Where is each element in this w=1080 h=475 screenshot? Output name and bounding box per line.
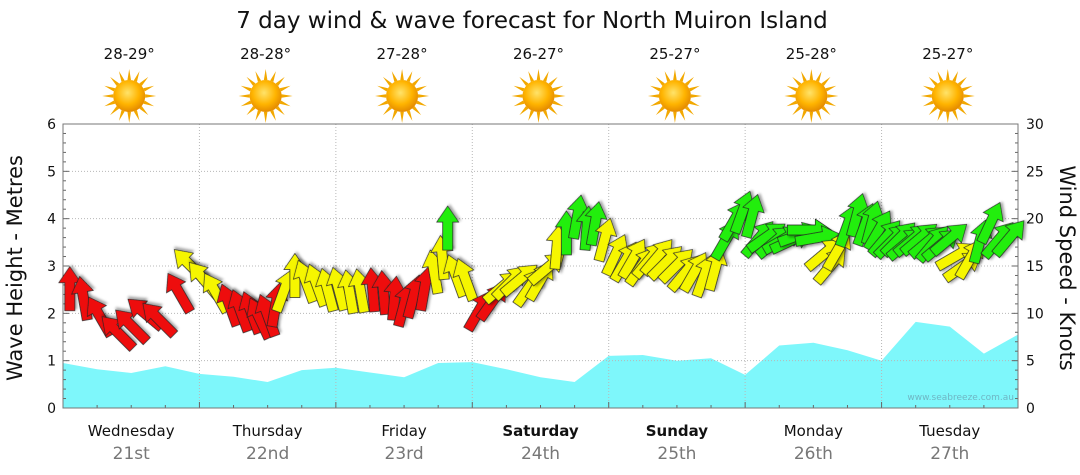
wind-arrow xyxy=(929,223,968,257)
wave-height-area xyxy=(63,321,1018,408)
right-axis-label: Wind Speed - Knots xyxy=(1055,165,1079,370)
wind-arrow xyxy=(991,220,1025,259)
temperature-label: 27-28° xyxy=(377,45,428,63)
day-label: Wednesday xyxy=(88,422,175,440)
right-tick-label: 5 xyxy=(1026,354,1035,370)
sun-icon xyxy=(375,69,430,123)
right-tick-label: 30 xyxy=(1026,117,1044,133)
wind-arrow xyxy=(741,193,765,239)
sun-icon xyxy=(647,69,702,123)
left-tick-label: 3 xyxy=(47,259,56,275)
wind-arrow xyxy=(115,309,151,346)
wind-arrow xyxy=(142,303,179,339)
temperature-label: 28-29° xyxy=(104,45,155,63)
day-label: Friday xyxy=(381,422,427,440)
temperature-label: 25-28° xyxy=(786,45,837,63)
wind-arrow xyxy=(976,202,1004,246)
day-label: Sunday xyxy=(646,422,709,440)
plot-area: 0 1 2 3 4 5 6 0 5 10 15 20 25 30 Wednesday 21st Thursday… xyxy=(47,117,1044,464)
sun-icon xyxy=(784,69,839,123)
temperature-label: 28-28° xyxy=(240,45,291,63)
daily-temperature-row: 28-29° 28-28° 27-28° 26-27° 25-27° 25-28° 25-2… xyxy=(102,45,975,123)
right-tick-label: 10 xyxy=(1026,306,1044,322)
temperature-label: 25-27° xyxy=(649,45,700,63)
left-axis-label: Wave Height - Metres xyxy=(3,155,27,381)
right-tick-label: 0 xyxy=(1026,401,1035,417)
left-tick-label: 5 xyxy=(47,164,56,180)
right-tick-label: 25 xyxy=(1026,164,1044,180)
wind-arrow xyxy=(436,205,460,251)
date-label: 25th xyxy=(657,444,696,464)
temperature-label: 25-27° xyxy=(922,45,973,63)
sun-icon xyxy=(511,69,566,123)
wind-arrow xyxy=(166,272,195,315)
temperature-label: 26-27° xyxy=(513,45,564,63)
wind-arrow xyxy=(704,246,728,292)
date-label: 23rd xyxy=(385,444,424,464)
date-label: 27th xyxy=(930,444,969,464)
sun-icon xyxy=(102,69,157,123)
left-tick-label: 2 xyxy=(47,306,56,322)
plot-frame xyxy=(62,123,1019,409)
left-tick-label: 6 xyxy=(47,117,56,133)
date-label: 26th xyxy=(794,444,833,464)
day-label: Saturday xyxy=(502,422,579,440)
wind-arrow xyxy=(584,201,608,247)
wind-arrow xyxy=(101,316,138,352)
sun-icon xyxy=(920,69,975,123)
left-tick-label: 1 xyxy=(47,354,56,370)
chart-title: 7 day wind & wave forecast for North Mui… xyxy=(236,8,828,34)
left-tick-label: 4 xyxy=(47,212,56,228)
date-label: 22nd xyxy=(246,444,289,464)
sun-icon xyxy=(238,69,293,123)
wind-arrow xyxy=(452,258,479,303)
wind-arrow xyxy=(58,266,82,312)
day-label: Monday xyxy=(784,422,843,440)
wind-arrow xyxy=(566,194,590,240)
wind-arrow xyxy=(593,217,618,263)
watermark-text: www.seabreeze.com.au xyxy=(907,393,1014,403)
day-label: Thursday xyxy=(232,422,303,440)
date-label: 24th xyxy=(521,444,560,464)
right-tick-label: 20 xyxy=(1026,212,1044,228)
left-tick-label: 0 xyxy=(47,401,56,417)
right-tick-label: 15 xyxy=(1026,259,1044,275)
day-label: Tuesday xyxy=(918,422,980,440)
date-label: 21st xyxy=(113,444,150,464)
